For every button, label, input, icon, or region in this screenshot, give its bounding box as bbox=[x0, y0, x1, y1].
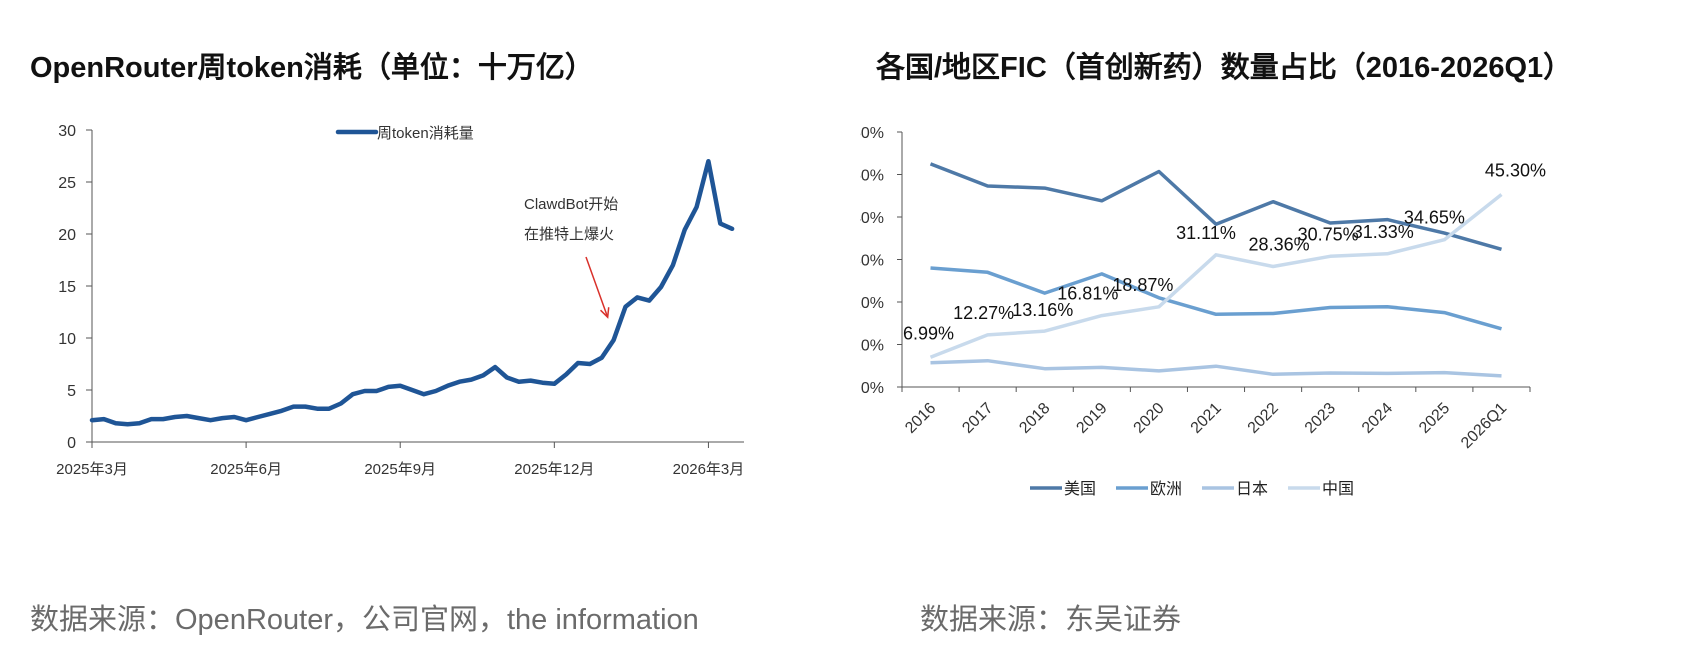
legend-label-日本: 日本 bbox=[1236, 480, 1268, 498]
data-label-china: 13.16% bbox=[1012, 300, 1073, 320]
legend-label-token-consumption: 周token消耗量 bbox=[377, 125, 474, 142]
x-tick-label: 2026Q1 bbox=[1458, 400, 1510, 452]
data-label-china: 16.81% bbox=[1057, 284, 1118, 304]
y-tick-label: 30% bbox=[860, 253, 884, 270]
data-label-china: 45.30% bbox=[1485, 160, 1546, 180]
y-tick-label: 20 bbox=[58, 227, 76, 244]
x-tick-label: 2023 bbox=[1302, 400, 1339, 437]
y-tick-label: 10 bbox=[58, 331, 76, 348]
x-tick-label: 2016 bbox=[902, 400, 939, 437]
fic-share-chart: 0% 10% 20% 30% 40% 50% 60% 2016 2017 2018 2019 2020… bbox=[860, 125, 1546, 498]
token-consumption-chart: 0 5 10 15 20 25 30 2025年3月 2025年6月 2025年9月 2025年12… bbox=[56, 123, 745, 478]
y-tick-label: 15 bbox=[58, 279, 76, 296]
y-tick-label: 25 bbox=[58, 175, 76, 192]
annotation-arrow-head bbox=[600, 307, 610, 319]
legend-label-欧洲: 欧洲 bbox=[1150, 480, 1182, 498]
x-tick-label: 2022 bbox=[1245, 400, 1282, 437]
x-tick-label: 2025年9月 bbox=[364, 461, 436, 478]
left-chart-title: OpenRouter周token消耗（单位：十万亿） bbox=[30, 52, 594, 84]
series-line-美国 bbox=[929, 162, 1502, 251]
annotation-line-1: ClawdBot开始 bbox=[524, 196, 618, 213]
data-label-china: 31.11% bbox=[1176, 223, 1236, 243]
x-tick-label: 2021 bbox=[1188, 400, 1225, 437]
y-tick-label: 20% bbox=[860, 295, 884, 312]
y-tick-label: 10% bbox=[860, 338, 884, 355]
annotation-line-2: 在推特上爆火 bbox=[524, 226, 614, 243]
y-tick-label: 60% bbox=[860, 125, 884, 142]
data-label-china: 34.65% bbox=[1404, 208, 1465, 228]
y-tick-label: 0% bbox=[861, 380, 884, 397]
x-tick-label: 2025年12月 bbox=[514, 461, 594, 478]
legend-label-美国: 美国 bbox=[1064, 480, 1096, 498]
data-label-china: 28.36% bbox=[1249, 234, 1310, 254]
x-tick-label: 2024 bbox=[1359, 400, 1396, 437]
left-source-note: 数据来源：OpenRouter，公司官网，the information bbox=[30, 604, 699, 636]
series-line-token-consumption bbox=[89, 158, 735, 427]
y-tick-label: 30 bbox=[58, 123, 76, 140]
data-label-china: 12.27% bbox=[953, 303, 1014, 323]
x-tick-label: 2018 bbox=[1016, 400, 1053, 437]
y-tick-label: 50% bbox=[860, 168, 884, 185]
data-label-china: 6.99% bbox=[903, 323, 954, 343]
data-label-china: 18.87% bbox=[1112, 275, 1173, 295]
x-tick-label: 2025 bbox=[1416, 400, 1453, 437]
data-label-china: 31.33% bbox=[1353, 222, 1414, 242]
right-chart-title: 各国/地区FIC（首创新药）数量占比（2016-2026Q1） bbox=[876, 52, 1573, 84]
right-chart-panel: 各国/地区FIC（首创新药）数量占比（2016-2026Q1） 0% 10% 20%… bbox=[860, 0, 1686, 668]
y-tick-label: 40% bbox=[860, 210, 884, 227]
series-line-欧洲 bbox=[930, 266, 1502, 331]
legend-label-中国: 中国 bbox=[1322, 480, 1354, 498]
x-tick-label: 2025年3月 bbox=[56, 461, 128, 478]
x-tick-label: 2025年6月 bbox=[210, 461, 282, 478]
x-tick-label: 2017 bbox=[959, 400, 996, 437]
data-label-china: 30.75% bbox=[1298, 224, 1359, 244]
y-tick-label: 0 bbox=[67, 435, 76, 452]
annotation-arrow-shaft bbox=[585, 256, 609, 318]
right-source-note: 数据来源：东吴证券 bbox=[920, 604, 1182, 636]
x-tick-label: 2019 bbox=[1073, 400, 1110, 437]
x-tick-label: 2026年3月 bbox=[673, 461, 745, 478]
series-line-日本 bbox=[930, 358, 1502, 378]
left-chart-panel: OpenRouter周token消耗（单位：十万亿） 0 5 10 15 20 25 30 2… bbox=[30, 52, 745, 636]
series-line-中国 bbox=[929, 193, 1503, 359]
y-tick-label: 5 bbox=[67, 383, 76, 400]
x-tick-label: 2020 bbox=[1131, 400, 1168, 437]
